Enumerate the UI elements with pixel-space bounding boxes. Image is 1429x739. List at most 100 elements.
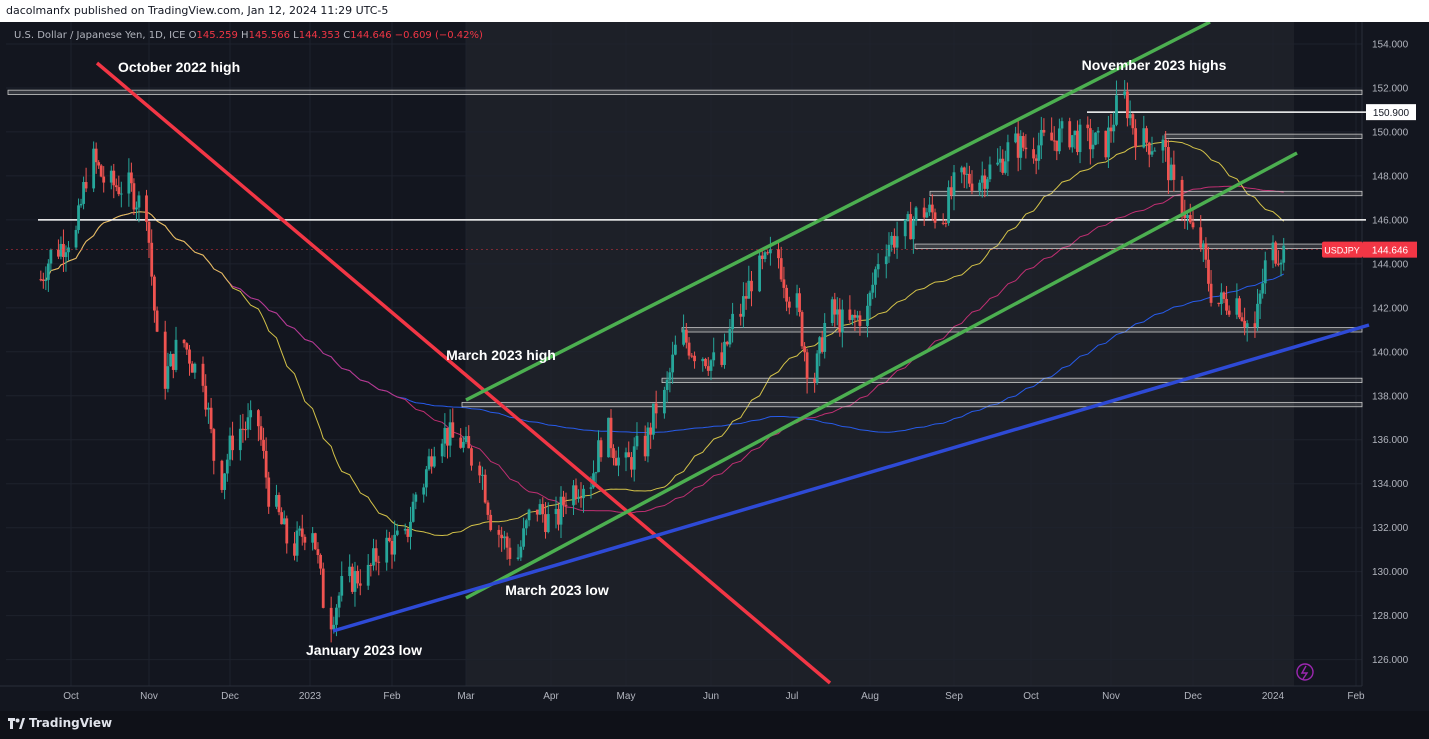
candle-body bbox=[1150, 151, 1154, 155]
candle-body bbox=[544, 514, 547, 533]
candle-body bbox=[1078, 124, 1082, 153]
candle-body bbox=[340, 576, 344, 596]
candle-body bbox=[1021, 136, 1025, 148]
candle-body bbox=[185, 343, 189, 350]
candle-body bbox=[760, 255, 764, 260]
candle-body bbox=[84, 182, 88, 189]
chart-annotation: March 2023 low bbox=[505, 582, 609, 598]
candle-body bbox=[895, 236, 899, 248]
candle-body bbox=[1014, 133, 1017, 143]
candle-body bbox=[1263, 260, 1267, 284]
candle-body bbox=[440, 443, 444, 457]
candle-body bbox=[965, 173, 969, 175]
candle-body bbox=[815, 353, 819, 383]
candle-body bbox=[385, 537, 389, 563]
candle-body bbox=[145, 195, 148, 222]
candle-body bbox=[337, 595, 341, 608]
candle-body bbox=[779, 258, 783, 280]
support-zone bbox=[461, 401, 1363, 408]
x-tick-label: 2023 bbox=[299, 691, 322, 702]
candle-body bbox=[1042, 129, 1046, 133]
candle-body bbox=[147, 221, 151, 243]
candle-body bbox=[577, 497, 580, 499]
candle-body bbox=[1238, 298, 1241, 318]
support-zone bbox=[929, 190, 1363, 197]
candle-body bbox=[372, 548, 375, 566]
uptrend-line bbox=[332, 323, 1370, 633]
candle-body bbox=[132, 183, 136, 210]
candle-body bbox=[432, 456, 436, 467]
candle-body bbox=[582, 488, 585, 499]
candle-body bbox=[1104, 130, 1108, 158]
candle-body bbox=[766, 252, 770, 254]
candle-body bbox=[599, 440, 603, 458]
x-tick-label: Oct bbox=[63, 691, 79, 702]
x-tick-label: Sep bbox=[945, 691, 963, 702]
candle-body bbox=[1001, 158, 1005, 173]
candle-body bbox=[782, 279, 786, 288]
x-tick-label: May bbox=[617, 691, 636, 702]
tradingview-logo[interactable]: TradingView bbox=[8, 716, 112, 730]
candles bbox=[39, 80, 1286, 643]
candle-body bbox=[1282, 245, 1286, 263]
candle-body bbox=[238, 428, 242, 451]
candle-body bbox=[1094, 132, 1097, 145]
candle-body bbox=[366, 564, 370, 586]
tradingview-brand: TradingView bbox=[29, 716, 113, 730]
candle-body bbox=[944, 222, 948, 224]
candle-body bbox=[579, 497, 583, 499]
candle-body bbox=[909, 214, 913, 240]
candle-body bbox=[112, 170, 116, 186]
chart-annotation: January 2023 low bbox=[306, 642, 422, 658]
candle-body bbox=[835, 309, 839, 315]
candle-body bbox=[1147, 142, 1151, 155]
candle-body bbox=[390, 541, 394, 555]
candle-body bbox=[422, 487, 426, 495]
candle-body bbox=[319, 554, 322, 569]
candle-body bbox=[1052, 140, 1056, 142]
x-tick-label: Dec bbox=[1184, 691, 1202, 702]
candle-body bbox=[135, 207, 138, 210]
candle-body bbox=[1219, 292, 1223, 304]
symbol-description: U.S. Dollar / Japanese Yen, 1D, ICE bbox=[14, 30, 186, 41]
candle-body bbox=[1276, 263, 1280, 265]
candle-body bbox=[798, 293, 801, 313]
chart-annotation: October 2022 high bbox=[118, 59, 240, 75]
y-tick-label: 134.000 bbox=[1372, 479, 1409, 490]
candle-body bbox=[171, 353, 175, 370]
candle-body bbox=[1073, 130, 1077, 136]
candle-body bbox=[1091, 144, 1095, 150]
price-chart[interactable]: 154.000 152.000 150.000 148.000 146.000 144.0… bbox=[0, 22, 1429, 711]
candle-body bbox=[949, 187, 953, 196]
candle-body bbox=[541, 504, 545, 515]
candle-body bbox=[446, 427, 449, 446]
y-tick-label: 132.000 bbox=[1372, 523, 1409, 534]
candle-body bbox=[516, 557, 520, 559]
candle-body bbox=[44, 279, 48, 281]
candle-body bbox=[348, 566, 352, 577]
candle-body bbox=[1201, 243, 1205, 248]
candle-body bbox=[79, 203, 83, 206]
candle-body bbox=[665, 379, 669, 390]
current-price-tag bbox=[1363, 241, 1417, 258]
candle-body bbox=[594, 472, 598, 474]
candle-body bbox=[725, 341, 729, 345]
x-tick-label: Apr bbox=[543, 691, 559, 702]
candle-body bbox=[174, 339, 178, 370]
candle-body bbox=[1222, 292, 1226, 299]
candle-body bbox=[538, 504, 542, 515]
candle-body bbox=[489, 514, 493, 530]
candle-body bbox=[377, 561, 381, 563]
candle-body bbox=[1180, 179, 1184, 214]
candle-body bbox=[564, 504, 568, 506]
candle-body bbox=[787, 301, 791, 308]
candle-body bbox=[970, 183, 974, 191]
y-tick-label: 140.000 bbox=[1372, 347, 1409, 358]
candle-body bbox=[709, 360, 713, 371]
candle-body bbox=[1271, 242, 1275, 261]
candle-body bbox=[451, 422, 455, 438]
candle-body bbox=[470, 448, 473, 466]
candle-body bbox=[267, 477, 271, 507]
candle-body bbox=[1161, 139, 1165, 151]
